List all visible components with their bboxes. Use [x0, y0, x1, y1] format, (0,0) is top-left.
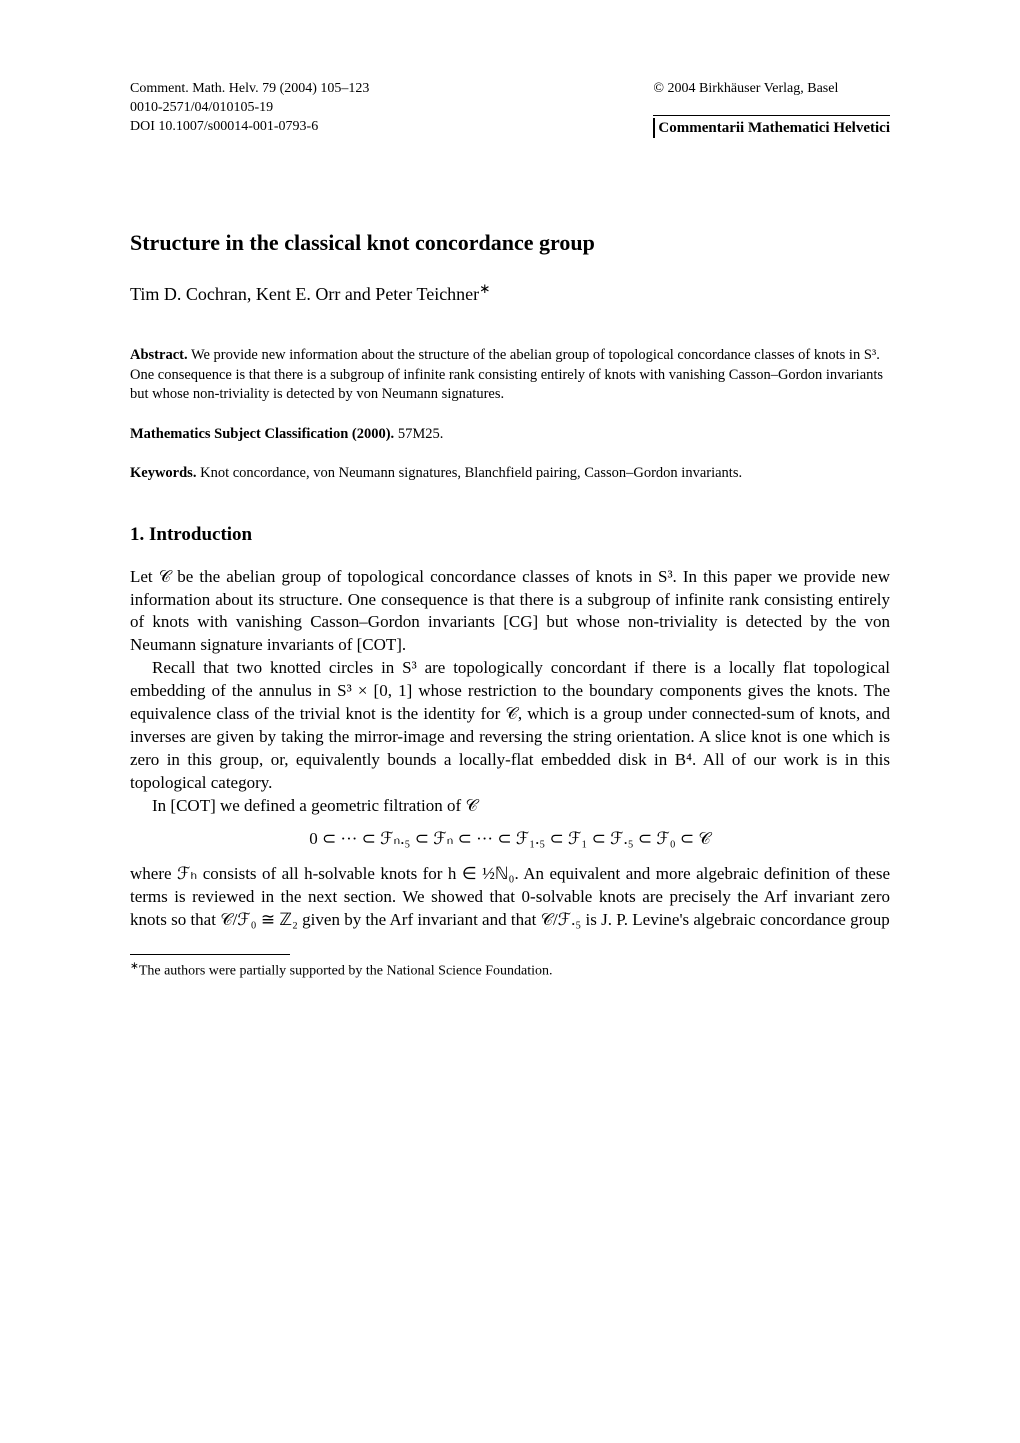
copyright-line: © 2004 Birkhäuser Verlag, Basel	[653, 80, 890, 99]
paragraph-4: where ℱₕ consists of all h-solvable knot…	[130, 863, 890, 932]
citation-line-2: 0010-2571/04/010105-19	[130, 99, 369, 118]
section-heading: 1. Introduction	[130, 522, 890, 548]
authors-text: Tim D. Cochran, Kent E. Orr and Peter Te…	[130, 284, 479, 304]
footnote-rule	[130, 954, 290, 955]
footnote: ∗The authors were partially supported by…	[130, 960, 890, 982]
paragraph-3: In [COT] we defined a geometric filtrati…	[130, 795, 890, 818]
abstract-label: Abstract.	[130, 347, 188, 363]
msc-text: 57M25.	[394, 426, 443, 442]
footnote-mark: ∗	[130, 961, 139, 972]
publisher-block: © 2004 Birkhäuser Verlag, Basel Commenta…	[633, 80, 890, 138]
paragraph-2: Recall that two knotted circles in S³ ar…	[130, 657, 890, 795]
keywords-label: Keywords.	[130, 465, 196, 481]
citation-line-3: DOI 10.1007/s00014-001-0793-6	[130, 118, 369, 137]
abstract: Abstract. We provide new information abo…	[130, 346, 890, 405]
abstract-text: We provide new information about the str…	[130, 347, 883, 402]
authors-line: Tim D. Cochran, Kent E. Orr and Peter Te…	[130, 280, 890, 306]
keywords: Keywords. Knot concordance, von Neumann …	[130, 464, 890, 484]
author-footmark: ∗	[479, 281, 490, 296]
citation-block: Comment. Math. Helv. 79 (2004) 105–123 0…	[130, 80, 369, 137]
msc-classification: Mathematics Subject Classification (2000…	[130, 425, 890, 445]
display-equation-1: 0 ⊂ ··· ⊂ ℱₙ.₅ ⊂ ℱₙ ⊂ ··· ⊂ ℱ₁.₅ ⊂ ℱ₁ ⊂ …	[130, 828, 890, 851]
msc-label: Mathematics Subject Classification (2000…	[130, 426, 394, 442]
journal-name: Commentarii Mathematici Helvetici	[653, 115, 890, 138]
paper-title: Structure in the classical knot concorda…	[130, 228, 890, 258]
journal-header: Comment. Math. Helv. 79 (2004) 105–123 0…	[130, 80, 890, 138]
paragraph-1: Let 𝒞 be the abelian group of topologica…	[130, 566, 890, 658]
section-number: 1.	[130, 524, 144, 545]
citation-line-1: Comment. Math. Helv. 79 (2004) 105–123	[130, 80, 369, 99]
body-text: Let 𝒞 be the abelian group of topologica…	[130, 566, 890, 932]
keywords-text: Knot concordance, von Neumann signatures…	[196, 465, 742, 481]
section-title: Introduction	[149, 524, 252, 545]
footnote-text: The authors were partially supported by …	[139, 963, 553, 978]
